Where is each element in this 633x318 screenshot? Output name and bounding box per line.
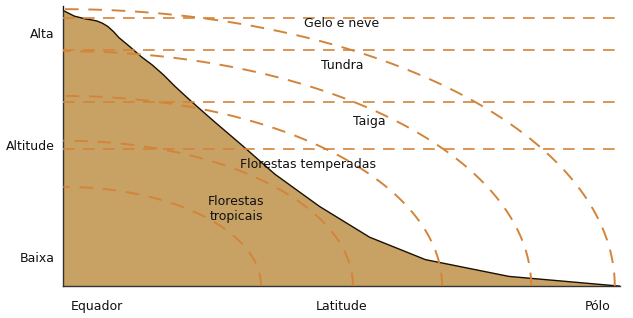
Text: Latitude: Latitude	[316, 300, 368, 313]
Text: Equador: Equador	[71, 300, 123, 313]
Text: Gelo e neve: Gelo e neve	[304, 17, 379, 30]
Text: Florestas
tropicais: Florestas tropicais	[208, 195, 264, 223]
Text: Pólo: Pólo	[585, 300, 611, 313]
Text: Tundra: Tundra	[320, 59, 363, 72]
Text: Alta: Alta	[30, 28, 55, 41]
Text: Taiga: Taiga	[353, 114, 386, 128]
Text: Baixa: Baixa	[20, 252, 55, 265]
Text: Altitude: Altitude	[6, 140, 55, 153]
Polygon shape	[63, 6, 620, 286]
Text: Florestas temperadas: Florestas temperadas	[241, 158, 377, 171]
